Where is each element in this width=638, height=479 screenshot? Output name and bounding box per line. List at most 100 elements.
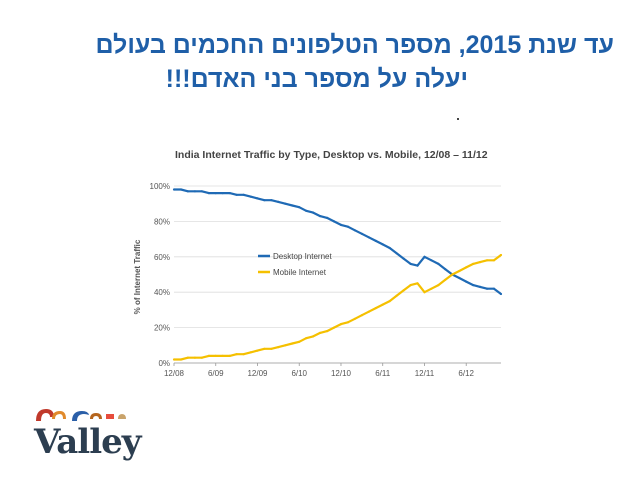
data-point	[374, 239, 377, 242]
data-point	[472, 284, 475, 287]
data-point	[409, 284, 412, 287]
data-point	[492, 259, 496, 262]
data-point	[298, 206, 301, 209]
data-point	[332, 326, 336, 329]
data-point	[305, 209, 308, 212]
data-point	[172, 188, 176, 191]
data-point	[214, 192, 217, 195]
data-point	[339, 323, 343, 326]
legend-label: Mobile Internet	[273, 268, 327, 277]
data-point	[360, 314, 363, 317]
data-point	[458, 269, 461, 273]
data-point	[193, 356, 196, 359]
data-point	[221, 192, 224, 195]
data-point	[499, 292, 503, 296]
decorative-dot	[457, 118, 459, 120]
data-point	[492, 287, 496, 290]
line-chart: India Internet Traffic by Type, Desktop …	[133, 149, 503, 378]
data-point	[381, 243, 384, 246]
data-point	[437, 262, 440, 265]
data-point	[235, 353, 238, 356]
x-tick-label: 12/08	[164, 369, 185, 378]
data-point	[472, 262, 475, 265]
data-point	[221, 354, 224, 357]
data-point	[437, 284, 440, 287]
data-point	[200, 190, 203, 193]
y-axis-label: % of Internet Traffic	[133, 239, 142, 314]
x-tick-label: 6/09	[208, 369, 224, 378]
data-point	[249, 195, 252, 198]
data-point	[193, 190, 196, 193]
data-point	[346, 321, 349, 324]
data-point	[430, 259, 433, 262]
data-point	[479, 285, 482, 288]
data-point	[486, 259, 489, 262]
data-point	[451, 273, 454, 276]
data-point	[346, 225, 349, 228]
x-tick-label: 6/12	[458, 369, 474, 378]
valley-logo: Valley	[32, 405, 152, 463]
data-point	[214, 354, 217, 357]
data-point	[465, 266, 468, 269]
data-point	[367, 236, 370, 239]
data-point	[284, 202, 287, 205]
data-point	[179, 188, 183, 191]
data-point	[395, 294, 398, 297]
data-point	[332, 220, 336, 223]
logo-arches-icon	[36, 409, 126, 421]
data-point	[319, 331, 322, 334]
data-point	[353, 317, 356, 320]
data-point	[360, 232, 363, 235]
data-point	[430, 287, 433, 290]
data-point	[207, 354, 210, 357]
data-point	[367, 310, 370, 313]
data-point	[263, 347, 266, 350]
chart-title: India Internet Traffic by Type, Desktop …	[175, 149, 488, 161]
data-point	[249, 351, 252, 354]
data-point	[416, 282, 419, 285]
x-tick-label: 12/11	[415, 369, 435, 378]
data-point	[326, 216, 329, 219]
data-point	[444, 278, 447, 281]
data-point	[381, 303, 384, 306]
x-tick-label: 12/10	[331, 369, 352, 378]
data-point	[458, 276, 461, 280]
series-layer	[172, 188, 503, 361]
series-line-desktop	[174, 188, 502, 295]
data-point	[242, 353, 245, 356]
data-point	[312, 335, 315, 338]
data-point	[444, 268, 447, 271]
data-point	[277, 346, 280, 349]
y-tick-label: 0%	[158, 359, 170, 368]
data-point	[207, 192, 210, 195]
data-point	[305, 337, 308, 340]
data-point	[172, 358, 176, 361]
data-point	[479, 261, 482, 264]
tick-layer: 0% 20% 40% 60% 80% 100% 12/08 6/09 12/09 6/10 12/1…	[150, 182, 475, 378]
data-point	[291, 204, 294, 207]
series-line-mobile	[174, 254, 502, 361]
data-point	[465, 280, 468, 283]
logo-wordmark: Valley	[34, 422, 142, 462]
data-point	[409, 262, 412, 265]
data-point	[270, 199, 273, 202]
chart-panel: India Internet Traffic by Type, Desktop …	[130, 135, 510, 383]
data-point	[319, 215, 322, 218]
x-tick-label: 6/11	[375, 369, 391, 378]
y-tick-label: 100%	[150, 182, 170, 191]
data-point	[298, 340, 301, 343]
data-point	[256, 349, 259, 352]
data-point	[228, 192, 231, 195]
grid-layer	[173, 185, 501, 366]
data-point	[423, 291, 426, 294]
data-point	[312, 211, 315, 214]
data-point	[416, 264, 419, 267]
slide-title-line1: עד שנת 2015, מספר הטלפונים החכמים בעולם	[95, 31, 614, 59]
data-point	[499, 253, 503, 257]
data-point	[339, 223, 343, 226]
y-tick-label: 60%	[154, 253, 170, 262]
data-point	[270, 347, 273, 350]
data-point	[388, 300, 391, 303]
data-point	[284, 344, 287, 347]
slide-title-line2: יעלה על מספר בני האדם!!!	[165, 65, 468, 93]
